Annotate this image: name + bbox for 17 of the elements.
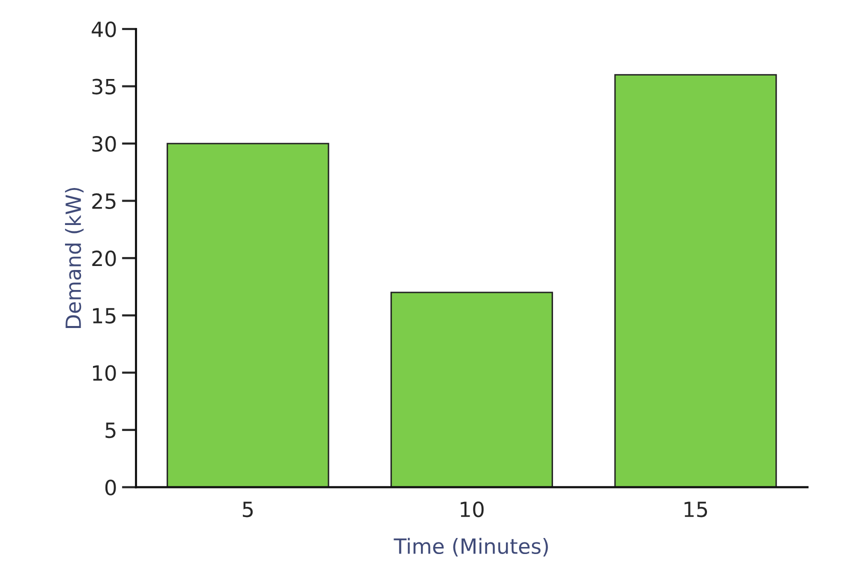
y-tick-label: 5 <box>106 422 116 438</box>
bar <box>390 292 554 488</box>
bar <box>614 74 777 488</box>
y-tick-label: 15 <box>93 308 116 324</box>
y-tick-label: 30 <box>92 136 116 152</box>
y-tick-label: 35 <box>92 78 116 94</box>
y-tick-label: 40 <box>92 21 116 38</box>
y-tick-label: 10 <box>93 365 116 381</box>
y-axis-title: Demand (kW) <box>65 188 84 328</box>
y-tick-label: 0 <box>105 480 116 496</box>
y-tick-label: 20 <box>92 250 116 266</box>
x-axis-title: Time (Minutes) <box>394 538 548 556</box>
x-tick-label: 10 <box>460 501 484 518</box>
bar <box>166 142 330 488</box>
x-tick-label: 15 <box>684 502 708 518</box>
y-tick-label: 25 <box>92 193 116 210</box>
x-tick-label: 5 <box>242 502 253 518</box>
